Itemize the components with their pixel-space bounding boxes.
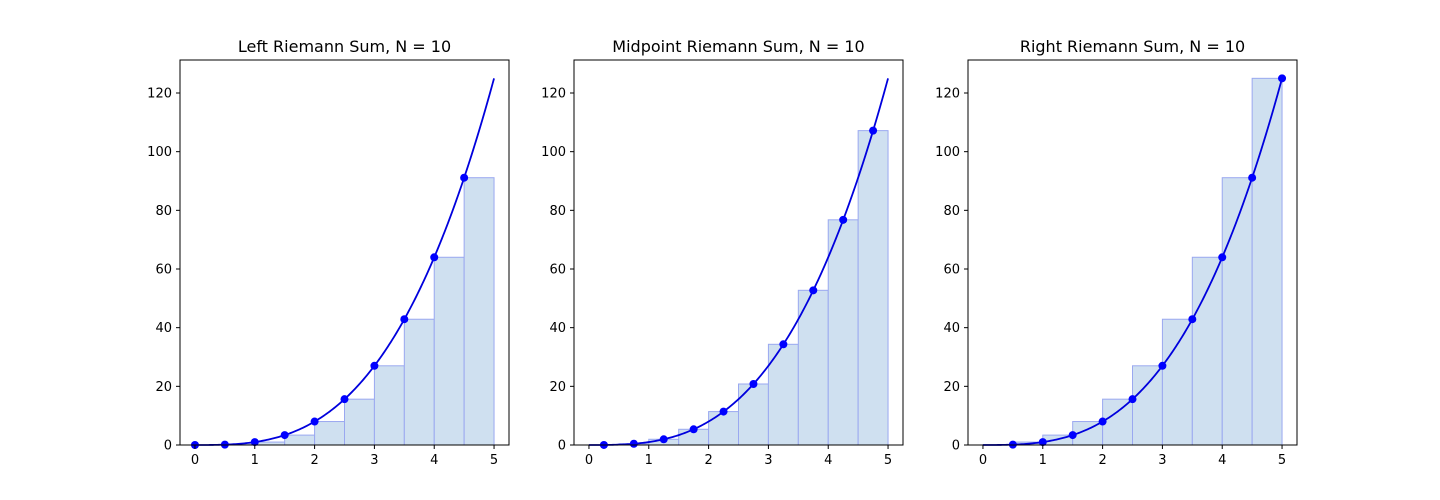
x-tick-label: 5 <box>1278 453 1286 468</box>
riemann-bar <box>738 383 769 446</box>
sample-point <box>250 438 259 447</box>
x-tick-label: 1 <box>1039 453 1047 468</box>
riemann-bar <box>1102 398 1134 446</box>
x-tick-label: 2 <box>310 453 318 468</box>
sample-point <box>370 361 379 370</box>
sample-point <box>400 315 409 324</box>
sample-point <box>1278 74 1287 83</box>
y-tick-label: 80 <box>549 204 566 219</box>
midpoint-riemann-panel: Midpoint Riemann Sum, N = 10 0 1 2 3 4 5 0 20 40… <box>541 37 904 468</box>
panel-title: Midpoint Riemann Sum, N = 10 <box>612 37 864 56</box>
axes-frame <box>573 59 904 446</box>
sample-point <box>869 126 878 135</box>
y-tick-label: 0 <box>164 439 172 454</box>
riemann-bar <box>1161 318 1193 446</box>
function-curve <box>588 78 889 446</box>
sample-point <box>1068 431 1077 440</box>
sample-point <box>1188 315 1197 324</box>
sample-point <box>1248 173 1257 182</box>
y-tick-label: 40 <box>549 321 566 336</box>
y-tick-label: 0 <box>558 439 566 454</box>
riemann-bar <box>463 177 495 446</box>
riemann-bar <box>1132 365 1163 446</box>
sample-point <box>749 379 758 388</box>
x-tick-label: 2 <box>1098 453 1106 468</box>
y-tick-label: 60 <box>549 263 566 278</box>
right-riemann-panel: Right Riemann Sum, N = 10 0 1 2 3 4 5 0 20 40 60 8… <box>935 37 1298 468</box>
y-tick-label: 40 <box>155 321 172 336</box>
y-tick-label: 20 <box>155 380 172 395</box>
x-tick-label: 3 <box>764 453 772 468</box>
riemann-bar <box>403 318 435 446</box>
y-tick-label: 100 <box>147 145 172 160</box>
sample-point <box>1098 417 1107 426</box>
y-tick-label: 100 <box>541 145 566 160</box>
riemann-bar <box>827 219 859 446</box>
sample-point <box>310 417 319 426</box>
y-tick-label: 60 <box>155 263 172 278</box>
sample-point <box>629 439 638 448</box>
riemann-bar <box>1251 77 1283 446</box>
riemann-bar <box>284 434 316 446</box>
x-tick-label: 4 <box>430 453 438 468</box>
x-tick-label: 3 <box>1158 453 1166 468</box>
x-tick-label: 4 <box>824 453 832 468</box>
x-tick-label: 4 <box>1218 453 1226 468</box>
y-tick-label: 100 <box>935 145 960 160</box>
sample-point <box>659 435 668 444</box>
panel-title: Right Riemann Sum, N = 10 <box>1020 37 1245 56</box>
sample-point <box>809 286 818 295</box>
x-tick-label: 2 <box>704 453 712 468</box>
riemann-bar <box>797 289 829 446</box>
sample-point <box>280 431 289 440</box>
sample-point <box>719 407 728 416</box>
riemann-bar <box>857 130 889 446</box>
y-tick-label: 20 <box>943 380 960 395</box>
y-tick-label: 20 <box>549 380 566 395</box>
y-tick-label: 120 <box>541 87 566 102</box>
sample-point <box>1158 361 1167 370</box>
x-tick-label: 1 <box>645 453 653 468</box>
x-tick-label: 3 <box>370 453 378 468</box>
riemann-bar <box>373 365 405 446</box>
x-tick-label: 1 <box>251 453 259 468</box>
sample-point <box>1128 395 1137 404</box>
sample-point <box>689 425 698 434</box>
x-tick-label: 0 <box>585 453 593 468</box>
sample-point <box>430 253 439 262</box>
sample-point <box>340 395 349 404</box>
riemann-bar <box>433 256 465 446</box>
sample-point <box>1218 253 1227 262</box>
y-tick-label: 0 <box>952 439 960 454</box>
x-tick-label: 0 <box>191 453 199 468</box>
panel-title: Left Riemann Sum, N = 10 <box>238 37 451 56</box>
axes-frame <box>179 59 510 446</box>
riemann-bar <box>708 411 739 446</box>
x-tick-label: 0 <box>979 453 987 468</box>
y-tick-label: 120 <box>147 87 172 102</box>
y-tick-label: 80 <box>943 204 960 219</box>
y-tick-label: 120 <box>935 87 960 102</box>
left-riemann-panel: Left Riemann Sum, N = 10 0 1 2 3 4 5 0 20 40 60 80… <box>147 37 510 468</box>
y-tick-label: 40 <box>943 321 960 336</box>
y-tick-label: 80 <box>155 204 172 219</box>
sample-point <box>1038 438 1047 447</box>
riemann-bar <box>1191 256 1223 446</box>
y-tick-label: 60 <box>943 263 960 278</box>
sample-point <box>779 340 788 349</box>
axes-frame <box>967 59 1298 446</box>
x-tick-label: 5 <box>490 453 498 468</box>
riemann-bar <box>314 421 346 446</box>
x-tick-label: 5 <box>884 453 892 468</box>
sample-point <box>839 215 848 224</box>
riemann-bar <box>344 398 375 446</box>
sample-point <box>460 173 469 182</box>
